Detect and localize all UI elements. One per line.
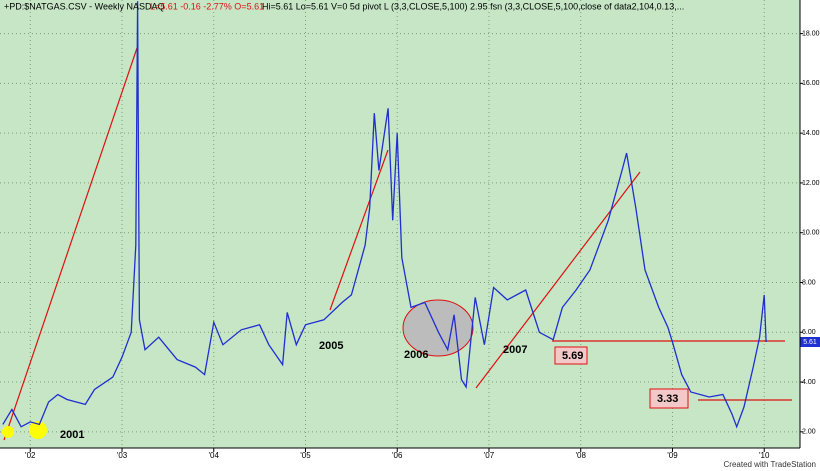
last-price-label: 5.61 <box>803 339 817 346</box>
x-tick-label: '07 <box>484 451 495 460</box>
y-tick-label: 2.00 <box>802 429 816 436</box>
footer: Created with TradeStation <box>724 460 817 469</box>
y-tick-label: 6.00 <box>802 329 816 336</box>
axis-background <box>800 0 820 471</box>
last-price-box <box>800 337 820 347</box>
x-tick-label: '10 <box>759 451 770 460</box>
trend-line <box>475 171 641 389</box>
x-tick-label: '08 <box>576 451 587 460</box>
pivot-marker <box>29 421 47 439</box>
price-line <box>2 1 767 429</box>
header-symbol: +PD:$NATGAS.CSV - Weekly NASDAQ <box>4 1 164 11</box>
annotation: 2006 <box>404 349 428 361</box>
y-tick-label: 16.00 <box>802 80 820 87</box>
x-tick-label: '09 <box>667 451 678 460</box>
trend-line <box>329 149 389 311</box>
x-tick-label: '05 <box>300 451 311 460</box>
annotation: 2005 <box>319 340 343 352</box>
header-study: Hi=5.61 Lo=5.61 V=0 5d pivot L (3,3,CLOS… <box>262 1 684 11</box>
annotation-box <box>554 346 588 365</box>
annotation: 5.69 <box>562 350 583 362</box>
y-tick-label: 12.00 <box>802 180 820 187</box>
x-tick-label: '02 <box>25 451 36 460</box>
trend-line <box>3 47 138 441</box>
y-tick-label: 10.00 <box>802 230 820 237</box>
y-tick-label: 8.00 <box>802 279 816 286</box>
x-tick-label: '04 <box>209 451 220 460</box>
y-tick-label: 4.00 <box>802 379 816 386</box>
y-tick-label: 14.00 <box>802 130 820 137</box>
annotation: 3.33 <box>657 393 678 405</box>
trend-lines <box>3 47 792 441</box>
highlight-ellipse <box>402 299 474 357</box>
annotation: 2001 <box>60 429 84 441</box>
header-quote: L=5.61 -0.16 -2.77% O=5.61 <box>150 1 264 11</box>
x-tick-label: '06 <box>392 451 403 460</box>
annotation-box <box>649 388 689 409</box>
pivot-marker <box>2 426 14 438</box>
x-tick-label: '03 <box>117 451 128 460</box>
annotation: 2007 <box>503 344 527 356</box>
y-tick-label: 18.00 <box>802 30 820 37</box>
